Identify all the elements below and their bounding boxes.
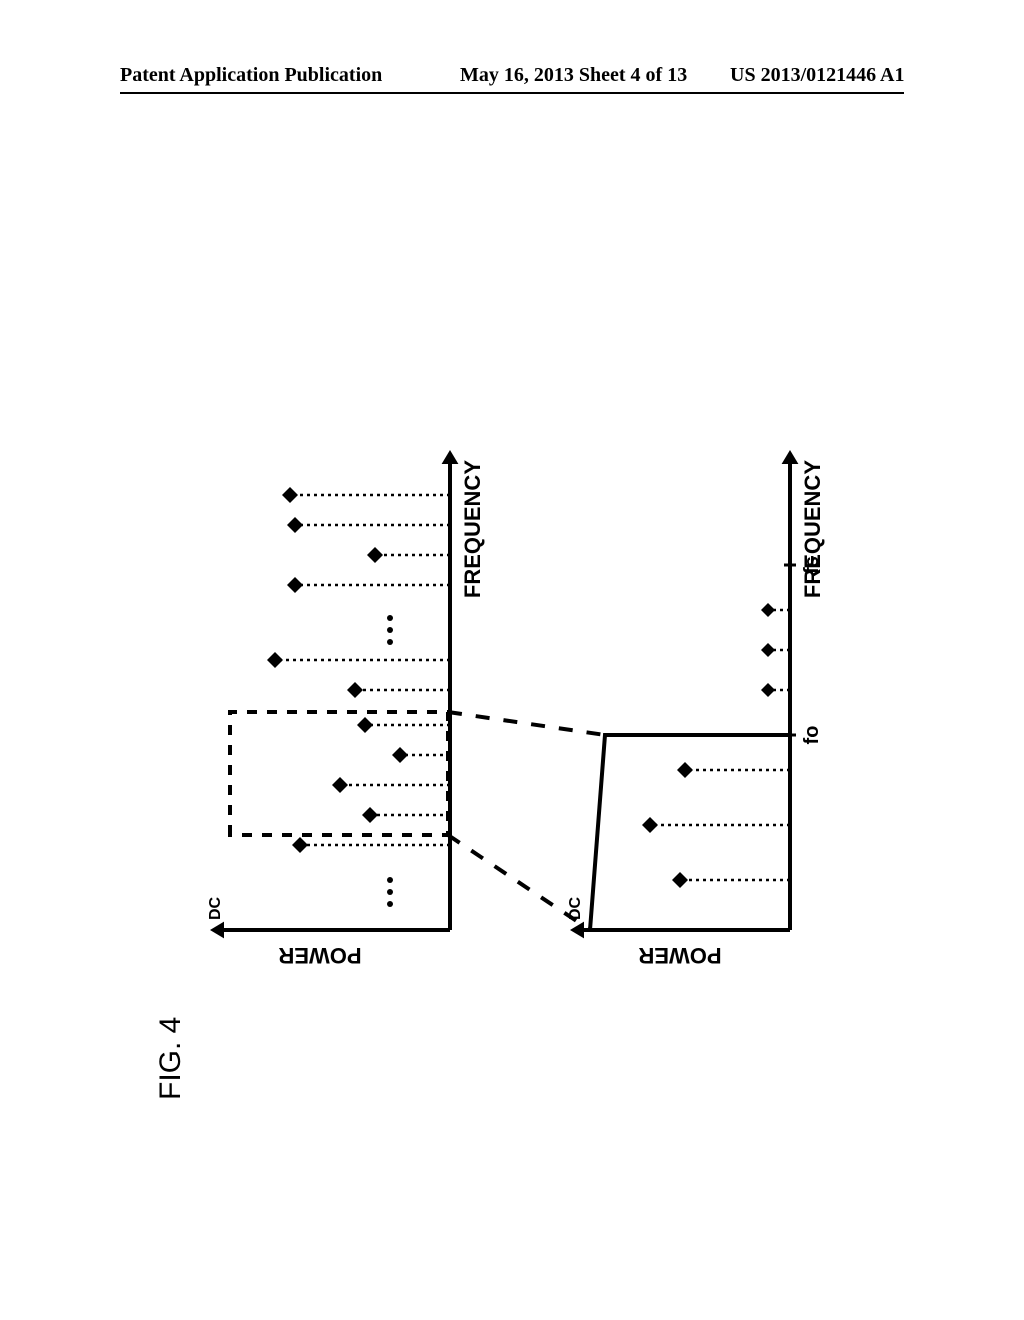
- data-marker: [761, 643, 775, 657]
- header-center: May 16, 2013 Sheet 4 of 13: [460, 64, 687, 87]
- data-marker: [287, 577, 303, 593]
- data-marker: [287, 517, 303, 533]
- x-tick-label: fo: [801, 726, 823, 745]
- data-marker: [332, 777, 348, 793]
- arrowhead: [782, 450, 799, 464]
- header-right: US 2013/0121446 A1: [730, 64, 904, 87]
- dc-label: DC: [207, 896, 224, 920]
- arrowhead: [210, 922, 224, 939]
- figure-label: FIG. 4: [154, 1017, 187, 1100]
- page: Patent Application Publication May 16, 2…: [0, 0, 1024, 1320]
- x-axis-label: FREQUENCY: [460, 460, 485, 598]
- ellipsis-dot: [387, 901, 393, 907]
- arrowhead: [442, 450, 459, 464]
- data-marker: [761, 603, 775, 617]
- y-axis-label: POWER: [638, 943, 721, 968]
- filter-shape: [590, 735, 790, 930]
- ellipsis-dot: [387, 889, 393, 895]
- data-marker: [357, 717, 373, 733]
- header-left: Patent Application Publication: [120, 64, 382, 87]
- header-rule: [120, 92, 904, 94]
- arrowhead: [570, 922, 584, 939]
- ellipsis-dot: [387, 639, 393, 645]
- data-marker: [292, 837, 308, 853]
- zoom-connector: [448, 712, 605, 735]
- zoom-connector: [448, 835, 590, 930]
- ellipsis-dot: [387, 615, 393, 621]
- ellipsis-dot: [387, 877, 393, 883]
- figure-svg: FIG. 4POWERDCFREQUENCYPOWERDCFREQUENCYfo…: [120, 180, 904, 1120]
- data-marker: [367, 547, 383, 563]
- data-marker: [392, 747, 408, 763]
- data-marker: [761, 683, 775, 697]
- data-marker: [347, 682, 363, 698]
- data-marker: [642, 817, 658, 833]
- x-tick-label: fs: [801, 556, 823, 574]
- data-marker: [267, 652, 283, 668]
- data-marker: [282, 487, 298, 503]
- data-marker: [677, 762, 693, 778]
- data-marker: [362, 807, 378, 823]
- y-axis-label: POWER: [278, 943, 361, 968]
- ellipsis-dot: [387, 627, 393, 633]
- top-chart: POWER DC FREQUENCY: [207, 450, 485, 968]
- x-axis-label: FREQUENCY: [800, 460, 825, 598]
- selection-box: [230, 712, 448, 835]
- data-marker: [672, 872, 688, 888]
- bottom-chart: POWERDCFREQUENCYfofs: [567, 450, 825, 968]
- figure-area: FIG. 4POWERDCFREQUENCYPOWERDCFREQUENCYfo…: [120, 180, 904, 1120]
